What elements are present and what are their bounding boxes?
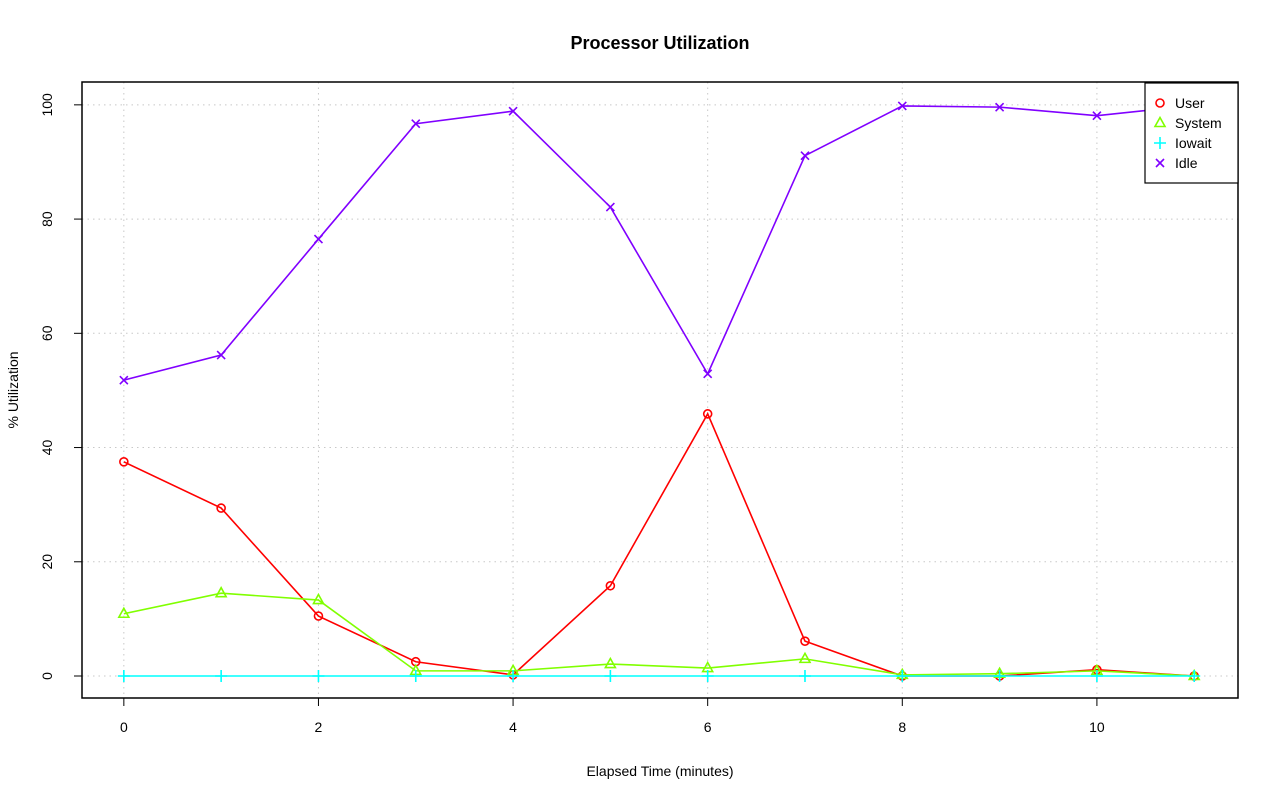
point-idle [897,101,907,111]
y-tick-label: 40 [39,440,55,456]
x-tick-label: 4 [509,719,517,735]
x-tick-label: 8 [898,719,906,735]
y-tick-label: 0 [39,672,55,680]
line-user [123,412,1195,677]
point-user [702,409,713,419]
series-system [117,586,1201,681]
y-tick-label: 20 [39,554,55,570]
point-user [313,611,324,621]
point-iowait [215,670,228,683]
point-iowait [701,670,714,683]
point-idle [605,202,615,212]
point-idle [216,350,226,360]
point-iowait [604,670,617,683]
point-idle [995,102,1005,112]
point-iowait [1090,670,1103,683]
legend-marker-idle [1155,158,1165,168]
point-idle [703,369,713,379]
point-system [312,592,325,605]
line-idle [123,104,1195,381]
grid [82,82,1238,698]
y-axis-label: % Utilization [5,351,21,428]
point-idle [313,234,324,244]
y-tick-label: 60 [39,325,55,341]
x-tick-label: 6 [704,719,712,735]
point-iowait [507,670,520,683]
legend-label: System [1175,115,1222,131]
legend: User System Iowait Idle [1144,82,1239,184]
point-system [214,586,228,598]
x-tick-label: 10 [1089,719,1105,735]
series-user [119,409,1200,681]
line-system [123,592,1195,677]
point-iowait [798,670,811,683]
point-idle [508,106,518,116]
point-idle [411,119,421,129]
point-system [798,651,812,664]
x-axis-label: Elapsed Time (minutes) [586,763,733,779]
plot-frame [81,81,1239,699]
point-iowait [993,670,1006,683]
legend-label: User [1175,95,1205,111]
point-user [216,503,226,513]
point-iowait [312,670,325,683]
chart-title: Processor Utilization [570,33,749,53]
point-iowait [1188,670,1201,683]
point-iowait [409,670,422,683]
point-iowait [117,670,130,683]
legend-label: Idle [1175,155,1198,171]
x-tick-label: 2 [315,719,323,735]
point-user [119,457,129,467]
point-user [605,580,616,591]
legend-marker-iowait [1154,137,1166,149]
series-group [117,100,1201,683]
point-user [800,636,810,646]
legend-label: Iowait [1175,135,1212,151]
point-system [117,606,131,619]
legend-marker-user [1155,98,1165,108]
point-system [604,656,617,669]
x-tick-label: 0 [120,719,128,735]
legend-marker-system [1153,115,1167,128]
y-tick-label: 80 [39,211,55,227]
point-idle [800,151,810,161]
point-idle [1092,111,1102,121]
series-iowait [117,670,1201,683]
point-iowait [896,670,909,683]
y-tick-label: 100 [39,93,55,117]
series-idle [119,100,1199,385]
point-idle [119,375,129,385]
